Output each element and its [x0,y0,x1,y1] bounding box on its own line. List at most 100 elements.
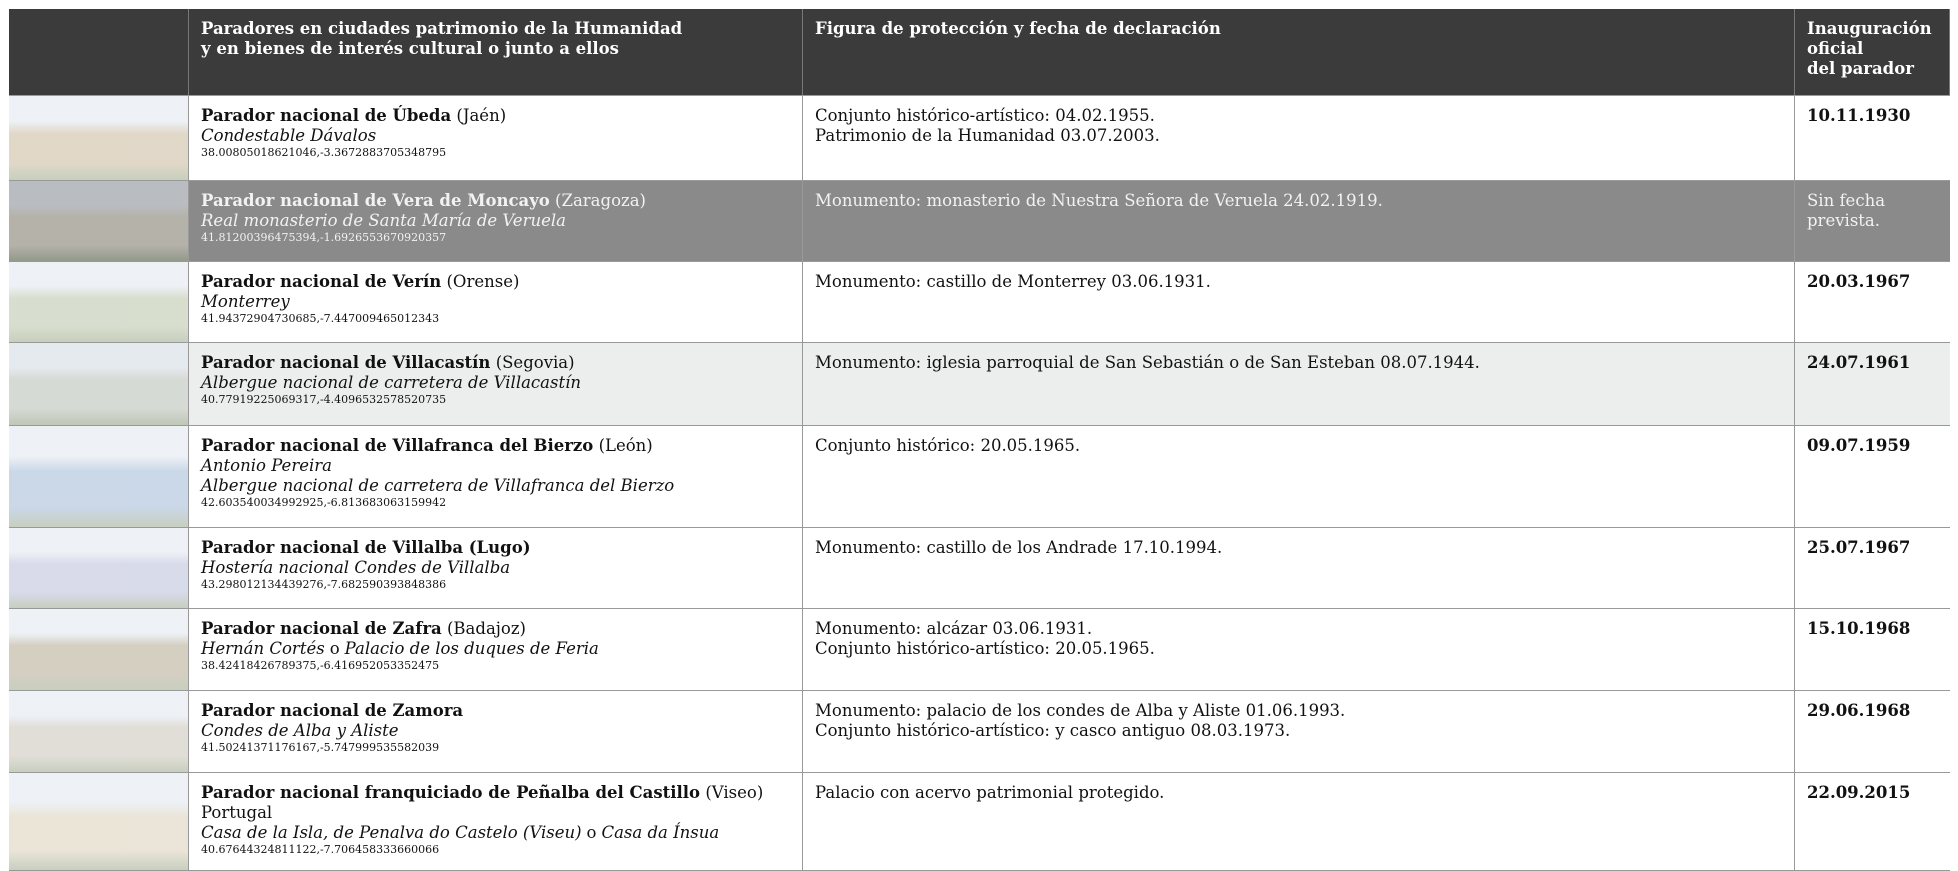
thumbnail [9,426,188,527]
header-text: Paradores en ciudades patrimonio de la H… [201,19,683,38]
protection-line: Palacio con acervo patrimonial protegido… [815,783,1165,802]
parador-title: Parador nacional de Villafranca del Bier… [201,436,790,456]
date-cell: 09.07.1959 [1795,426,1950,527]
parador-title: Parador nacional de Villacastín (Segovia… [201,353,790,373]
alt-name: Condestable Dávalos [201,126,790,146]
inauguration-date: 29.06.1968 [1807,701,1911,720]
header-text: Inauguración [1807,19,1932,38]
alt-name-part: Albergue nacional de carretera de Villac… [201,373,582,392]
parador-cell: Parador nacional de Villalba (Lugo) Hoste… [189,528,803,608]
thumbnail-cell [9,96,189,180]
protection-line: Monumento: alcázar 03.06.1931. [815,619,1093,638]
inauguration-date: 25.07.1967 [1807,538,1911,557]
thumbnail [9,181,188,261]
protection-cell: Conjunto histórico-artístico: 04.02.1955… [803,96,1795,180]
protection-cell: Monumento: monasterio de Nuestra Señora … [803,181,1795,261]
province: (Segovia) [495,353,575,372]
thumbnail-cell [9,343,189,425]
parador-name: Parador nacional de Villafranca del Bier… [201,436,594,455]
protection-cell: Conjunto histórico: 20.05.1965. [803,426,1795,527]
header-cell: Paradores en ciudades patrimonio de la H… [189,9,803,95]
date-cell: 15.10.1968 [1795,609,1950,690]
header-text: oficial [1807,39,1864,58]
province: (Orense) [446,272,520,291]
protection-line: Monumento: castillo de Monterrey 03.06.1… [815,272,1211,291]
protection-cell: Monumento: castillo de Monterrey 03.06.1… [803,262,1795,342]
alt-name-part: Hernán Cortés [201,639,325,658]
connector: o [586,823,597,842]
alt-name-part: Antonio Pereira [201,456,332,475]
alt-name-part: Albergue nacional de carretera de Villaf… [201,476,675,495]
parador-title: Parador nacional de Verín (Orense) [201,272,790,292]
alt-name-part: Hostería nacional Condes de Villalba [201,558,511,577]
parador-name: Parador nacional de Vera de Moncayo [201,191,550,210]
parador-name: Parador nacional de Úbeda [201,106,452,125]
thumbnail-cell [9,426,189,527]
coordinates: 41.81200396475394,-1.6926553670920357 [201,231,447,244]
parador-title: Parador nacional de Úbeda (Jaén) [201,106,790,126]
thumbnail-cell [9,773,189,870]
parador-cell: Parador nacional de Zafra (Badajoz) Herná… [189,609,803,690]
alt-name: Antonio Pereira [201,456,790,476]
table-row: Parador nacional de Zafra (Badajoz) Herná… [9,609,1950,691]
alt-name: Monterrey [201,292,790,312]
alt-name: Albergue nacional de carretera de Villac… [201,373,790,393]
table-row: Parador nacional de Vera de Moncayo (Zar… [9,181,1950,262]
date-cell: 24.07.1961 [1795,343,1950,425]
parador-cell: Parador nacional de Úbeda (Jaén) Condesta… [189,96,803,180]
protection-line: Conjunto histórico-artístico: y casco an… [815,721,1291,740]
alt-name: Hostería nacional Condes de Villalba [201,558,790,578]
thumbnail [9,528,188,608]
protection-cell: Monumento: palacio de los condes de Alba… [803,691,1795,772]
date-cell: 10.11.1930 [1795,96,1950,180]
header-row: Paradores en ciudades patrimonio de la H… [9,9,1950,96]
alt-name: Real monasterio de Santa María de Veruel… [201,211,790,231]
alt-name-part: Palacio de los duques de Feria [344,639,599,658]
coordinates: 41.94372904730685,-7.447009465012343 [201,312,440,325]
coordinates: 38.00805018621046,-3.3672883705348795 [201,146,447,159]
alt-name: Hernán Cortés o Palacio de los duques de F… [201,639,790,659]
table-row: Parador nacional franquiciado de Peñalba… [9,773,1950,871]
header-text: y en bienes de interés cultural o junto … [201,39,619,58]
thumbnail [9,609,188,690]
parador-title: Parador nacional de Zafra (Badajoz) [201,619,790,639]
protection-line: Patrimonio de la Humanidad 03.07.2003. [815,126,1160,145]
coordinates: 42.603540034992925,-6.813683063159942 [201,496,447,509]
alt-name-part: Condes de Alba y Aliste [201,721,399,740]
province: (Zaragoza) [555,191,646,210]
table-row: Parador nacional de Úbeda (Jaén) Condesta… [9,96,1950,181]
protection-cell: Monumento: alcázar 03.06.1931. Conjunto h… [803,609,1795,690]
alt-name-part: Real monasterio de Santa María de Veruel… [201,211,566,230]
inauguration-date: 20.03.1967 [1807,272,1911,291]
table-row: Parador nacional de Villacastín (Segovia… [9,343,1950,426]
thumbnail [9,773,188,870]
parador-title: Parador nacional de Vera de Moncayo (Zar… [201,191,790,211]
date-cell: 29.06.1968 [1795,691,1950,772]
parador-name: Parador nacional de Zamora [201,701,464,720]
table-row: Parador nacional de Villalba (Lugo) Hoste… [9,528,1950,609]
parador-name: Parador nacional franquiciado de Peñalba… [201,783,701,802]
thumbnail [9,343,188,425]
date-cell: Sin fecha prevista. [1795,181,1950,261]
coordinates: 38.42418426789375,-6.416952053352475 [201,659,440,672]
protection-line: Monumento: castillo de los Andrade 17.10… [815,538,1223,557]
thumbnail [9,691,188,772]
parador-title: Parador nacional de Zamora [201,701,790,721]
protection-line: Monumento: palacio de los condes de Alba… [815,701,1346,720]
alt-name: Casa de la Isla, de Penalva do Castelo (… [201,823,790,843]
date-cell: 22.09.2015 [1795,773,1950,870]
parador-name: Parador nacional de Zafra [201,619,442,638]
alt-name-part: Casa da Ínsua [601,823,720,842]
inauguration-date: 10.11.1930 [1807,106,1911,125]
inauguration-date: 15.10.1968 [1807,619,1911,638]
protection-line: Monumento: monasterio de Nuestra Señora … [815,191,1383,210]
thumbnail-cell [9,181,189,261]
thumbnail-cell [9,691,189,772]
header-text: del parador [1807,59,1914,78]
province: (Jaén) [456,106,507,125]
parador-title: Parador nacional de Villalba (Lugo) [201,538,790,558]
coordinates: 41.50241371176167,-5.747999535582039 [201,741,440,754]
alt-name-part: Condestable Dávalos [201,126,377,145]
inauguration-date: Sin fecha prevista. [1807,191,1886,230]
